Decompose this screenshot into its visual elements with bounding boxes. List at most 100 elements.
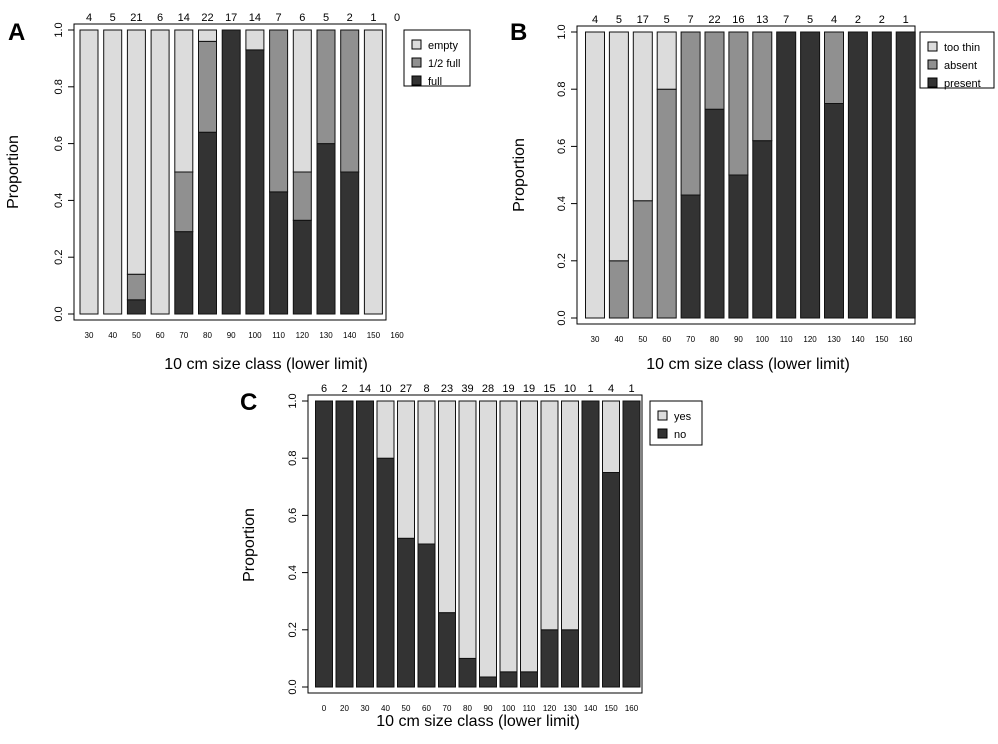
count-label: 6: [157, 12, 163, 24]
count-label: 17: [225, 12, 237, 24]
bar-segment-yes: [417, 400, 436, 545]
bar-segment-no: [335, 400, 354, 688]
x-tick-label: 40: [614, 335, 623, 344]
x-tick-label: 90: [227, 331, 236, 340]
count-label: 14: [359, 383, 371, 395]
bar-segment-no: [397, 537, 415, 688]
bar-segment-full: [198, 131, 217, 315]
count-label: 8: [423, 383, 429, 395]
x-tick-label: 120: [296, 331, 310, 340]
bar-segment-no: [499, 671, 518, 688]
x-tick-label: 70: [179, 331, 188, 340]
x-tick-label: 40: [108, 331, 117, 340]
bar-segment-yes: [479, 400, 497, 678]
bar-segment-empty: [363, 29, 383, 315]
bar-segment-empty: [126, 29, 146, 275]
bar-segment-empty: [79, 29, 99, 315]
bar-segment-absent: [608, 260, 629, 319]
chart-panel-c: C0.00.20.40.60.81.0Proportion06202301440…: [240, 383, 703, 730]
x-tick-label: 100: [756, 335, 770, 344]
x-tick-label: 50: [132, 331, 141, 340]
bar-segment-present: [800, 31, 821, 319]
chart-panel-b: B0.00.20.40.60.81.0Proportion30440550176…: [510, 14, 995, 373]
x-tick-label: 140: [851, 335, 865, 344]
x-tick-label: 110: [272, 331, 285, 340]
count-label: 4: [86, 12, 92, 24]
bar-segment-empty: [103, 29, 123, 315]
x-tick-label: 120: [543, 704, 557, 713]
count-label: 13: [756, 14, 768, 26]
panel-label: C: [240, 389, 257, 416]
count-label: 27: [400, 383, 412, 395]
count-label: 23: [441, 383, 453, 395]
count-label: 4: [608, 383, 614, 395]
y-axis-title: Proportion: [5, 135, 22, 209]
x-tick-label: 80: [463, 704, 472, 713]
x-tick-label: 130: [319, 331, 333, 340]
count-label: 0: [394, 12, 400, 24]
legend-label: too thin: [944, 42, 980, 54]
count-label: 19: [502, 383, 514, 395]
count-label: 4: [592, 14, 598, 26]
x-tick-label: 130: [563, 704, 577, 713]
bar-segment-present: [895, 31, 916, 319]
bar-segment-no: [458, 657, 477, 688]
x-tick-label: 0: [322, 704, 327, 713]
x-tick-label: 110: [523, 704, 536, 713]
legend-swatch: [927, 41, 938, 52]
x-tick-label: 150: [875, 335, 889, 344]
count-label: 6: [321, 383, 327, 395]
bar-segment-1-2-full: [269, 29, 289, 193]
x-tick-label: 80: [710, 335, 719, 344]
y-axis-title: Proportion: [511, 138, 528, 212]
x-tick-label: 120: [803, 335, 817, 344]
bar-segment-no: [622, 400, 641, 688]
y-tick-label: 0.4: [556, 196, 568, 211]
x-tick-label: 60: [156, 331, 165, 340]
count-label: 5: [664, 14, 670, 26]
bar-segment-absent: [632, 200, 653, 319]
bar-segment-absent: [656, 88, 677, 319]
bar-segment-1-2-full: [292, 171, 312, 221]
legend-swatch: [411, 39, 422, 50]
x-tick-label: 30: [361, 704, 370, 713]
bar-segment-no: [520, 671, 538, 688]
bar-segment-empty: [292, 29, 312, 173]
bar-segment-full: [245, 49, 265, 315]
bar-segment-absent: [728, 31, 749, 176]
bar-segment-too-thin: [632, 31, 653, 202]
bar-segment-full: [221, 29, 241, 315]
legend: empty 1/2 full full: [403, 29, 471, 88]
legend-label: no: [674, 429, 686, 441]
y-tick-label: 0.6: [287, 508, 299, 523]
legend: too thin absent present: [919, 31, 995, 90]
count-label: 39: [461, 383, 473, 395]
y-tick-label: 0.6: [556, 139, 568, 154]
panel-label: A: [8, 19, 25, 46]
count-label: 5: [807, 14, 813, 26]
count-label: 28: [482, 383, 494, 395]
count-label: 1: [370, 12, 376, 24]
bar-segment-1-2-full: [316, 29, 336, 145]
x-tick-label: 160: [899, 335, 913, 344]
count-label: 5: [616, 14, 622, 26]
bar-segment-no: [315, 400, 333, 688]
bar-segment-present: [871, 31, 892, 319]
y-tick-label: 0.2: [556, 253, 568, 268]
x-tick-label: 50: [638, 335, 647, 344]
bar-segment-empty: [174, 29, 194, 173]
x-tick-label: 20: [340, 704, 349, 713]
count-label: 14: [249, 12, 261, 24]
bar-segment-no: [561, 629, 579, 688]
count-label: 19: [523, 383, 535, 395]
x-tick-label: 100: [248, 331, 262, 340]
y-tick-label: 0.4: [53, 193, 65, 208]
bar-segment-present: [752, 140, 773, 319]
legend-label: absent: [944, 60, 977, 72]
bar-segment-full: [174, 231, 194, 315]
y-tick-label: 0.2: [287, 622, 299, 637]
count-label: 1: [628, 383, 634, 395]
x-tick-label: 70: [443, 704, 452, 713]
bar-segment-yes: [561, 400, 579, 631]
x-tick-label: 140: [343, 331, 357, 340]
